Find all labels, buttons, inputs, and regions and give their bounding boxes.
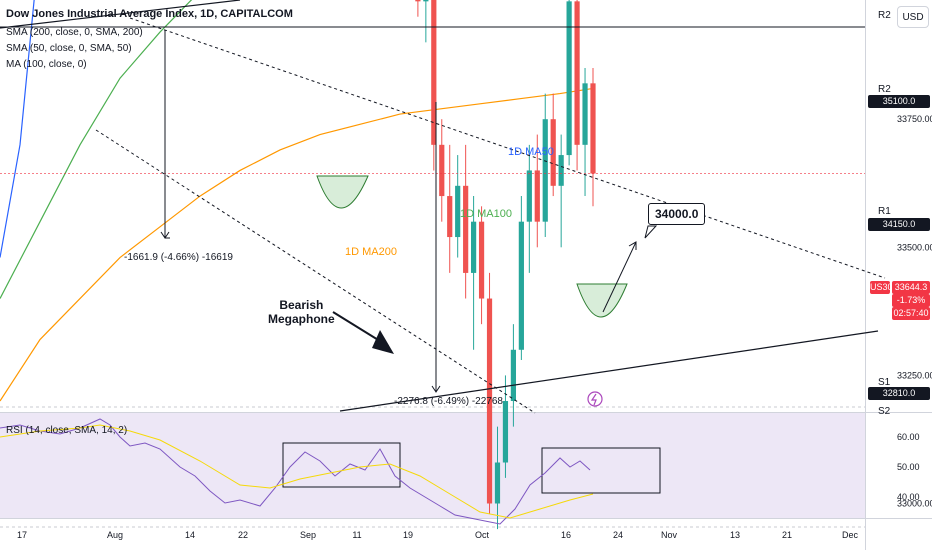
legend-sma50[interactable]: SMA (50, close, 0, SMA, 50) — [6, 43, 132, 54]
time-tick-label: 11 — [352, 530, 361, 540]
ma100-label: 1D MA100 — [460, 208, 512, 220]
r1-price-badge: 34150.0 — [868, 218, 930, 231]
time-tick-label: 13 — [730, 530, 740, 540]
megaphone-upper-trendline — [129, 17, 886, 279]
r2-label: R2 — [878, 84, 891, 95]
rsi-highlight-box-2 — [541, 447, 661, 494]
countdown-badge: 02:57:40 — [892, 307, 930, 320]
candle-body — [518, 221, 524, 350]
candle-body — [566, 1, 572, 156]
target-label: 34000.0 — [648, 203, 706, 225]
time-tick-label: 16 — [561, 530, 571, 540]
measure-label-2: -2276.8 (-6.49%) -22768 — [394, 396, 503, 407]
projection-arrow — [602, 241, 637, 313]
change-badge: -1.73% — [892, 294, 930, 307]
price-tick-label: 33250.00 — [897, 370, 932, 380]
candle-body — [439, 144, 445, 197]
cup-pattern-1 — [316, 175, 369, 209]
lightning-icon — [590, 393, 597, 406]
ma-line-1 — [0, 0, 193, 299]
candle-body — [574, 1, 580, 145]
last-price-badge: 33644.3 — [892, 281, 930, 294]
time-tick-label: Aug — [107, 530, 123, 540]
megaphone-arrowhead — [372, 330, 394, 354]
event-icon — [587, 391, 603, 407]
candle-body — [463, 185, 469, 273]
time-tick-label: Dec — [842, 530, 859, 540]
time-axis-border — [0, 518, 932, 519]
rsi-pane-background — [0, 412, 865, 518]
candle-body — [431, 0, 437, 145]
legend-rsi[interactable]: RSI (14, close, SMA, 14, 2) — [6, 425, 128, 436]
time-tick-label: 24 — [613, 530, 623, 540]
rsi-highlight-box-1 — [282, 442, 401, 488]
rsi-ma-line — [0, 424, 594, 519]
candle-body — [494, 462, 501, 504]
chart-title: Dow Jones Industrial Average Index, 1D, … — [6, 8, 293, 20]
candle-body — [590, 83, 596, 174]
measure-arrow-2 — [431, 385, 441, 393]
time-tick-label: 19 — [403, 530, 413, 540]
top-trendline — [0, 0, 241, 29]
ma50-label: 1D MA50 — [508, 146, 554, 158]
measure-label-1: -1661.9 (-4.66%) -16619 — [124, 252, 233, 263]
candle-body — [558, 155, 564, 186]
time-tick-label: 14 — [185, 530, 195, 540]
candle-body — [415, 0, 421, 2]
rsi-line — [0, 418, 591, 525]
projection-arrowhead — [628, 241, 637, 250]
r1-label: R1 — [878, 206, 891, 217]
time-tick-label: 22 — [238, 530, 248, 540]
candle-body — [550, 119, 556, 186]
ma200-label: 1D MA200 — [345, 246, 397, 258]
rsi-tick-label: 50.00 — [897, 462, 920, 472]
time-tick-label: 21 — [782, 530, 792, 540]
price-tick-label: 33750.00 — [897, 114, 932, 124]
megaphone-lower-trendline — [95, 129, 536, 414]
candle-body — [510, 349, 517, 402]
cup-pattern-2 — [576, 283, 628, 318]
price-tick-label: 33000.00 — [897, 499, 932, 509]
rsi-tick-label: 60.00 — [897, 432, 920, 442]
candle-body — [542, 119, 548, 222]
legend-ma100[interactable]: MA (100, close, 0) — [6, 59, 87, 70]
candle-body — [534, 170, 540, 222]
candle-body — [526, 170, 532, 222]
ma-line-2 — [0, 87, 594, 402]
rsi-tick-label: 40.00 — [897, 492, 920, 502]
candle-body — [423, 0, 429, 2]
time-tick-label: Nov — [661, 530, 678, 540]
price-axis-border — [865, 0, 866, 550]
candle-body — [478, 221, 485, 299]
time-tick-label: Oct — [475, 530, 490, 540]
r2-top-label: R2 — [878, 10, 891, 21]
time-tick-label: Sep — [300, 530, 316, 540]
support-trendline — [339, 330, 879, 412]
pane-divider — [0, 412, 932, 413]
currency-scale-button[interactable]: USD — [897, 6, 929, 28]
time-tick-label: 17 — [17, 530, 27, 540]
candle-body — [486, 298, 493, 504]
s1-label: S1 — [878, 377, 891, 388]
candle-body — [502, 401, 509, 463]
candle-body — [455, 185, 461, 238]
legend-sma200[interactable]: SMA (200, close, 0, SMA, 200) — [6, 27, 143, 38]
candle-body — [447, 196, 453, 238]
price-tick-label: 33500.00 — [897, 242, 932, 252]
symbol-badge: US30 — [870, 281, 893, 294]
r2-price-badge: 35100.0 — [868, 95, 930, 108]
megaphone-label: Bearish Megaphone — [268, 298, 335, 326]
s2-label: S2 — [878, 406, 891, 415]
target-callout-pointer — [644, 225, 658, 239]
s1-price-badge: 32810.0 — [868, 387, 930, 400]
candle-body — [582, 83, 588, 145]
candle-body — [471, 221, 477, 273]
